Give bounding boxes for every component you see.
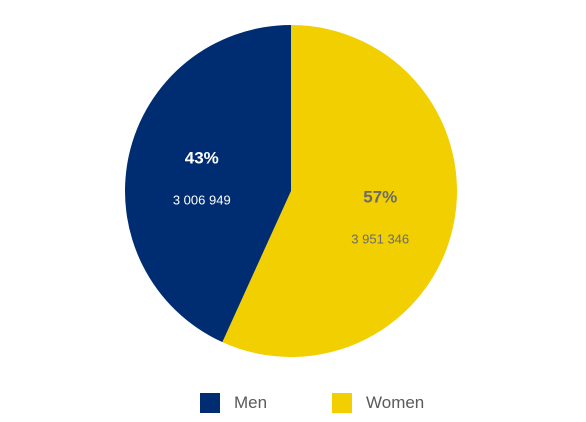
pie-chart-svg: 57% 3 951 346 43% 3 006 949 (125, 25, 457, 357)
legend-label-women: Women (366, 393, 425, 412)
legend-item-men: Men (200, 388, 267, 418)
pie-slice-men (125, 25, 291, 343)
pie-slice-women (222, 25, 457, 357)
legend: Men Women (0, 388, 586, 418)
legend-swatch-men (200, 393, 220, 413)
value-label-men: 3 006 949 (173, 193, 231, 208)
legend-swatch-women (332, 393, 352, 413)
percent-label-women: 57% (363, 187, 397, 206)
value-label-women: 3 951 346 (351, 231, 409, 246)
legend-label-men: Men (234, 393, 268, 412)
legend-item-women: Women (332, 388, 424, 418)
percent-label-men: 43% (185, 149, 219, 168)
